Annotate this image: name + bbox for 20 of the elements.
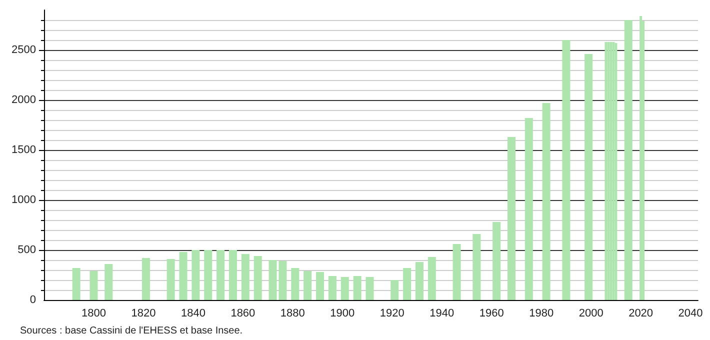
x-tick-label: 1820 <box>131 308 156 320</box>
x-tick-label: 1980 <box>529 308 554 320</box>
x-tick-label: 1920 <box>380 308 404 320</box>
y-tick-label: 1000 <box>12 194 36 206</box>
x-tick-label: 1940 <box>430 308 454 320</box>
x-tick-label: 1900 <box>330 308 355 320</box>
y-tick-label: 500 <box>18 244 36 256</box>
y-tick-label: 2500 <box>12 44 36 56</box>
x-tick-label: 1800 <box>81 308 106 320</box>
x-tick-label: 2020 <box>628 308 654 320</box>
source-note: Sources : base Cassini de l'EHESS et base Insee. <box>20 326 243 336</box>
y-tick-label: 1500 <box>12 144 36 156</box>
y-tick-label: 0 <box>30 294 36 306</box>
x-tick-label: 1960 <box>479 308 504 320</box>
x-tick-label: 1880 <box>280 308 305 320</box>
x-tick-label: 2040 <box>678 308 703 320</box>
y-tick-label: 2000 <box>12 94 36 106</box>
x-tick-label: 1860 <box>230 308 256 320</box>
x-tick-label: 2000 <box>578 308 604 320</box>
x-tick-label: 1840 <box>180 308 206 320</box>
